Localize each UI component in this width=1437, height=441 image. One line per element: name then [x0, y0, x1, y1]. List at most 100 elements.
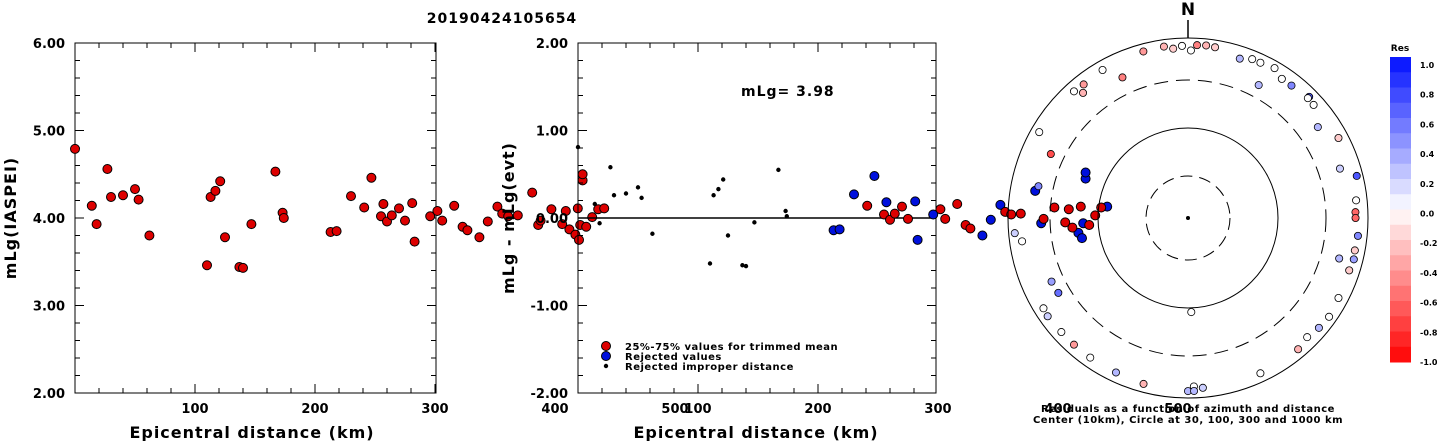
left-point — [130, 184, 140, 195]
polar-point — [1169, 44, 1178, 53]
colorbar-label: 0.6 — [1420, 120, 1435, 129]
colorbar-cell — [1390, 346, 1411, 363]
left-point — [400, 215, 410, 226]
left-xtick-label: 500 — [661, 402, 688, 417]
polar-point — [1353, 231, 1362, 240]
colorbar-label: 0.8 — [1420, 91, 1435, 100]
left-xtick-label: 300 — [421, 402, 448, 417]
mid-xtick-label: 400 — [1044, 402, 1071, 417]
mid-point-trimmed — [897, 201, 907, 212]
left-x-ticks: 100 200 300 400 500 — [74, 43, 689, 417]
polar-point — [1057, 328, 1066, 337]
left-point — [599, 203, 610, 214]
mid-ylabel: mLg - mLg(evt) — [499, 142, 518, 294]
mid-point-trimmed — [1075, 201, 1086, 212]
polar-point — [1079, 88, 1088, 97]
polar-point — [1334, 133, 1343, 142]
polar-point — [1010, 229, 1019, 238]
polar-point — [1159, 42, 1168, 51]
mlg-distance-plot: 2.00 3.00 4.00 5.00 6.00 100 200 300 400 500 mLg… — [1, 37, 689, 441]
left-point — [91, 219, 102, 230]
colorbar-label: 1.0 — [1420, 61, 1435, 70]
colorbar-label: -0.4 — [1420, 269, 1437, 278]
polar-point — [1277, 74, 1286, 83]
mid-xlabel: Epicentral distance (km) — [633, 423, 878, 441]
polar-point — [1118, 73, 1127, 82]
polar-point — [1190, 386, 1199, 395]
mid-xtick-label: 100 — [684, 402, 711, 417]
left-point — [482, 216, 493, 227]
left-ytick-label: 3.00 — [33, 300, 65, 315]
polar-point — [1139, 47, 1148, 56]
polar-point — [1186, 46, 1195, 55]
left-point — [394, 203, 404, 214]
mid-point-rejected — [1080, 167, 1091, 178]
mid-point-improper — [716, 186, 721, 192]
colorbar-cell — [1390, 285, 1411, 302]
polar-point — [1046, 150, 1055, 159]
polar-point — [1248, 55, 1257, 64]
residual-colorbar: Res 1.0 0.8 0.6 0.4 0.2 0.0 -0.2 -0.4 -0.6 -0.8 -1… — [1390, 44, 1437, 367]
left-point — [346, 191, 356, 202]
left-xlabel: Epicentral distance (km) — [129, 423, 374, 441]
mid-point-improper — [740, 263, 745, 268]
mid-point-improper — [623, 191, 629, 196]
mid-point-improper — [707, 261, 713, 266]
mid-point-trimmed — [1049, 202, 1060, 213]
colorbar-label: -1.0 — [1420, 358, 1437, 367]
left-point — [386, 210, 397, 221]
legend: 25%-75% values for trimmed mean Rejected… — [601, 341, 838, 373]
colorbar-cell — [1390, 209, 1411, 226]
ring-30km — [1145, 175, 1231, 261]
left-point — [535, 215, 546, 226]
polar-point — [1177, 41, 1186, 50]
colorbar-label: -0.8 — [1420, 328, 1437, 337]
polar-point — [1309, 100, 1318, 109]
colorbar-cell — [1390, 163, 1411, 180]
left-data-points — [70, 143, 610, 273]
polar-point — [1349, 255, 1358, 264]
left-point — [331, 226, 342, 237]
left-point — [546, 204, 557, 215]
mid-point-trimmed — [935, 204, 946, 215]
mid-point-improper — [635, 185, 641, 190]
colorbar-cell — [1390, 118, 1411, 134]
mid-point-rejected — [995, 199, 1006, 210]
mid-point-rejected — [881, 197, 892, 208]
left-point — [503, 211, 514, 222]
mid-point-rejected — [912, 234, 923, 245]
left-point — [86, 200, 97, 211]
polar-point — [1325, 312, 1334, 321]
mid-point-improper — [721, 177, 726, 182]
polar-point — [1047, 277, 1056, 286]
mid-point-trimmed — [965, 223, 976, 234]
left-point — [118, 190, 128, 201]
mid-point-trimmed — [1038, 213, 1049, 224]
mid-point-improper — [575, 144, 581, 150]
polar-point — [1287, 81, 1296, 90]
polar-point — [1069, 340, 1078, 349]
polar-point — [1335, 254, 1344, 263]
polar-point — [1039, 304, 1048, 313]
left-point — [425, 211, 436, 222]
polar-point — [1303, 333, 1312, 342]
mid-ytick-label: 1.00 — [536, 125, 568, 140]
mid-point-trimmed — [903, 213, 913, 224]
colorbar-cell — [1390, 72, 1411, 88]
mid-xtick-label: 200 — [804, 402, 831, 417]
colorbar-cell — [1390, 194, 1411, 210]
mid-ytick-label: -2.00 — [531, 387, 568, 402]
polar-point — [1335, 164, 1344, 173]
left-point — [210, 185, 221, 196]
left-point — [278, 213, 289, 223]
polar-point — [1270, 64, 1279, 73]
colorbar-cell — [1390, 301, 1411, 317]
colorbar-label: 0.0 — [1420, 210, 1435, 219]
mid-point-rejected — [869, 171, 880, 181]
mid-point-improper — [597, 221, 602, 226]
polar-point — [1254, 81, 1263, 90]
polar-point — [1351, 213, 1360, 222]
legend-label-improper: Rejected improper distance — [625, 362, 794, 373]
mid-point-rejected — [985, 214, 996, 225]
left-point — [527, 187, 538, 198]
